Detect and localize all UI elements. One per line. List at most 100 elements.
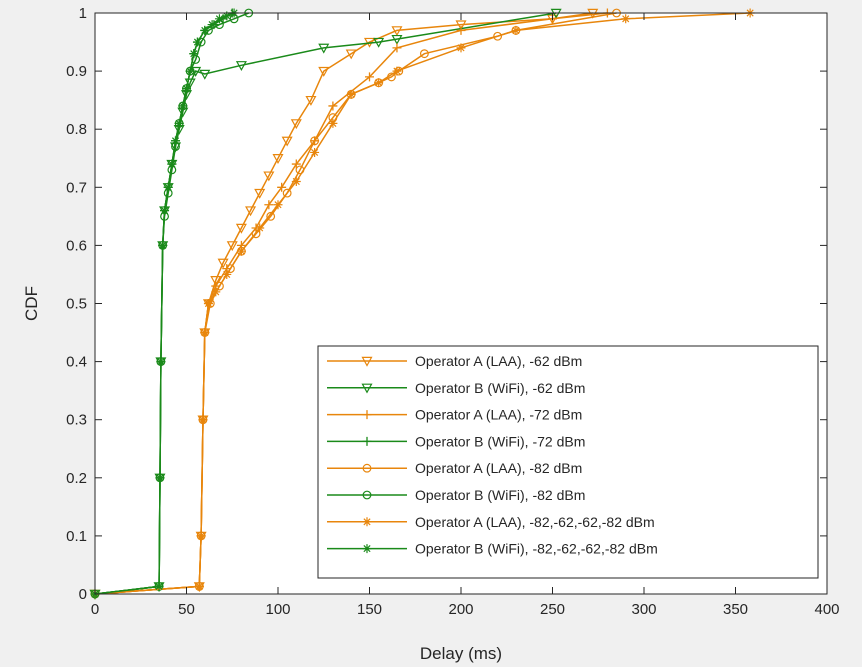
legend-entry: Operator A (LAA), -72 dBm [327,407,582,423]
series-layer [89,8,755,600]
data-point-marker [251,229,261,239]
legend-label: Operator A (LAA), -72 dBm [415,407,582,423]
data-point-marker [391,34,403,45]
legend-entry: Operator B (WiFi), -82,-62,-62,-82 dBm [327,541,658,557]
data-point-marker [272,154,284,164]
data-point-marker [185,66,195,76]
data-point-marker [160,206,170,216]
data-point-marker [174,118,184,128]
data-point-marker [217,258,229,269]
data-point-marker [154,581,164,591]
y-axis-label: CDF [22,286,41,321]
y-tick-label: 0.9 [66,63,87,80]
legend-entry: Operator B (WiFi), -72 dBm [327,433,585,449]
y-tick-label: 0.8 [66,121,87,138]
data-point-marker [255,223,265,233]
data-point-marker [511,25,521,35]
x-tick-label: 250 [540,601,565,618]
data-point-marker [328,118,338,128]
y-tick-label: 0.1 [66,528,87,545]
data-point-marker [266,211,276,221]
data-point-marker [198,415,208,425]
y-tick-label: 0.7 [66,179,87,196]
data-point-marker [263,171,275,182]
data-point-marker [310,136,320,146]
data-point-marker [318,43,330,54]
y-tick-label: 1 [79,5,87,22]
data-point-marker [365,72,374,82]
data-point-marker [291,159,301,169]
data-point-marker [167,159,177,169]
data-point-marker [281,136,293,147]
x-tick-label: 400 [814,601,839,618]
data-point-marker [155,473,165,483]
legend-marker [361,383,373,394]
data-point-marker [264,200,274,210]
legend-entry: Operator A (LAA), -82 dBm [327,460,582,476]
data-point-marker [346,89,356,99]
data-point-marker [345,49,357,60]
data-point-marker [200,328,210,338]
y-tick-label: 0 [79,586,87,603]
data-point-marker [374,78,384,88]
data-point-marker [254,188,266,199]
data-point-marker [156,357,166,367]
x-tick-label: 100 [265,601,290,618]
data-point-marker [236,246,246,256]
legend-box [317,345,819,579]
data-point-marker [282,188,292,198]
data-point-marker [273,200,283,210]
legend-label: Operator B (WiFi), -72 dBm [415,433,585,449]
legend-entry: Operator B (WiFi), -62 dBm [327,380,585,396]
legend-label: Operator A (LAA), -82,-62,-62,-82 dBm [415,514,655,530]
legend-entry: Operator A (LAA), -82,-62,-62,-82 dBm [327,514,655,530]
x-tick-label: 300 [631,601,656,618]
legend-label: Operator A (LAA), -62 dBm [415,353,582,369]
y-tick-label: 0.3 [66,412,87,429]
data-point-marker [392,43,402,53]
data-point-marker [419,49,429,59]
data-point-marker [211,287,221,297]
data-point-marker [391,26,403,37]
data-point-marker [291,176,301,186]
data-point-marker [189,49,199,59]
data-point-marker [310,147,320,157]
data-point-marker [290,119,302,130]
legend-marker [362,544,372,554]
data-point-marker [178,101,188,111]
legend-marker [362,490,372,500]
data-point-marker [305,95,317,106]
data-point-marker [493,31,503,41]
x-tick-label: 150 [357,601,382,618]
data-point-marker [373,37,385,48]
data-point-marker [222,11,232,21]
legend-marker [362,463,372,473]
x-axis-label: Delay (ms) [420,644,502,663]
data-point-marker [226,241,238,252]
data-point-marker [235,61,247,72]
y-tick-label: 0.5 [66,296,87,313]
data-point-marker [215,281,224,291]
data-point-marker [171,136,181,146]
legend-marker [362,517,372,527]
legend-label: Operator A (LAA), -82 dBm [415,460,582,476]
data-point-marker [210,276,222,286]
y-tick-label: 0.2 [66,470,87,487]
data-point-marker [196,531,206,541]
x-tick-label: 50 [178,601,195,618]
legend: Operator A (LAA), -62 dBm Operator B (WiF… [317,345,819,579]
legend-label: Operator B (WiFi), -82,-62,-62,-82 dBm [415,541,658,557]
y-tick-label: 0.6 [66,237,87,254]
y-tick-label: 0.4 [66,354,87,371]
legend-entry: Operator B (WiFi), -82 dBm [327,487,585,503]
data-point-marker [392,66,402,76]
data-point-marker [222,269,232,279]
data-point-marker [182,84,191,94]
data-point-marker [207,20,217,30]
data-point-marker [245,206,257,217]
data-point-marker [621,14,631,24]
data-point-marker [277,182,287,192]
data-point-marker [199,69,211,80]
legend-marker [362,410,372,420]
